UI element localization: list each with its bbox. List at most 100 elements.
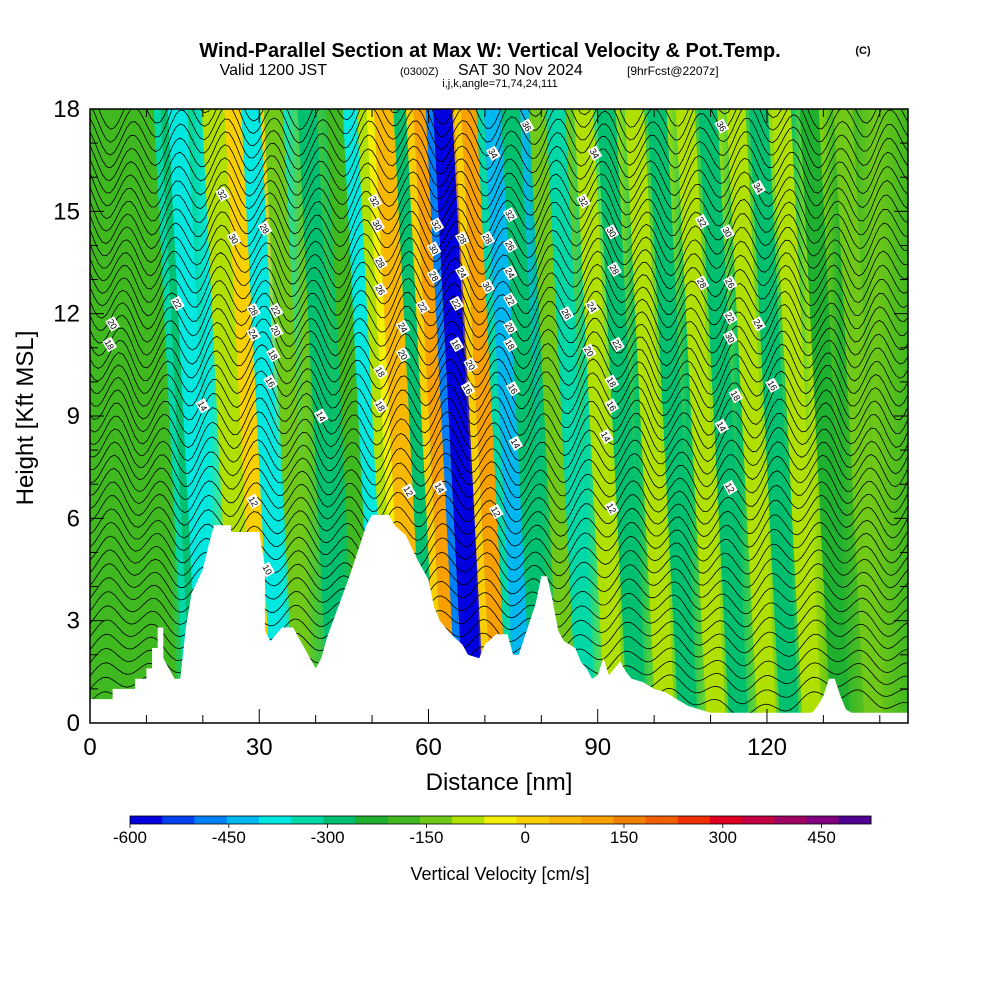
theta-contour-label: 22 — [502, 292, 518, 308]
x-tick-label: 90 — [584, 734, 611, 761]
svg-text:12: 12 — [723, 481, 737, 495]
theta-contour-label: 28 — [694, 275, 710, 291]
theta-contour — [98, 109, 877, 130]
colorbar-swatch — [194, 816, 228, 824]
svg-text:24: 24 — [503, 266, 517, 280]
svg-text:28: 28 — [258, 222, 272, 236]
svg-text:18: 18 — [266, 348, 280, 362]
theta-contour-label: 20 — [105, 316, 120, 332]
colorbar-swatch — [516, 816, 550, 824]
theta-contour — [90, 438, 908, 488]
y-tick-label: 12 — [53, 301, 80, 328]
y-tick-label: 0 — [67, 710, 80, 737]
colorbar-swatch — [548, 816, 582, 824]
velocity-band — [90, 309, 111, 723]
svg-text:12: 12 — [489, 505, 503, 519]
theta-contour — [90, 263, 908, 317]
colorbar-swatch — [677, 816, 711, 824]
colorbar-swatch — [581, 816, 614, 824]
svg-text:28: 28 — [373, 256, 387, 270]
theta-contour-label: 32 — [429, 217, 445, 233]
colorbar-swatch — [645, 816, 679, 824]
theta-contour-label: 12 — [604, 500, 620, 516]
theta-contour — [90, 480, 908, 526]
valid-time-line: Valid 1200 JST (0300Z) SAT 30 Nov 2024 [… — [220, 62, 719, 79]
svg-text:34: 34 — [751, 181, 765, 195]
svg-text:30: 30 — [723, 331, 737, 345]
theta-contour — [90, 211, 908, 264]
svg-text:22: 22 — [449, 297, 463, 311]
theta-contour-label: 30 — [604, 224, 620, 240]
svg-text:30: 30 — [605, 225, 619, 239]
svg-text:32: 32 — [576, 195, 590, 209]
chart-title: Wind-Parallel Section at Max W: Vertical… — [199, 40, 780, 62]
velocity-band — [698, 109, 749, 723]
theta-contour-label: 32 — [367, 193, 383, 209]
theta-contour-label: 14 — [714, 418, 730, 434]
svg-text:16: 16 — [449, 338, 463, 352]
theta-contour — [90, 277, 908, 330]
colorbar-tick-label: -300 — [311, 828, 345, 847]
svg-text:24: 24 — [585, 300, 599, 314]
theta-contour-label: 14 — [598, 428, 614, 445]
theta-contour-label: 22 — [415, 299, 431, 315]
theta-contour-label: 20 — [395, 346, 411, 363]
colorbar-swatch — [419, 816, 453, 824]
svg-text:18: 18 — [729, 389, 743, 403]
velocity-band — [94, 109, 145, 723]
velocity-band — [500, 109, 551, 723]
svg-text:20: 20 — [105, 317, 119, 331]
theta-contour-label: 28 — [426, 268, 442, 284]
theta-contour-label: 24 — [246, 326, 261, 342]
velocity-band — [675, 109, 726, 723]
y-tick-label: 15 — [53, 198, 80, 225]
svg-text:28: 28 — [246, 304, 260, 318]
theta-contour — [90, 197, 908, 250]
colorbar-swatch — [355, 816, 389, 824]
theta-contour — [90, 317, 908, 370]
theta-contour-label: 16 — [765, 377, 780, 393]
svg-text:28: 28 — [427, 270, 441, 284]
svg-text:16: 16 — [506, 382, 520, 396]
theta-contour-label: 30 — [370, 217, 386, 233]
svg-text:22: 22 — [269, 304, 283, 318]
theta-contour-label: 28 — [373, 254, 388, 271]
svg-text:12: 12 — [605, 502, 619, 516]
svg-text:18: 18 — [373, 399, 387, 413]
theta-contour-label: 18 — [502, 336, 518, 353]
theta-contour-label: 18 — [728, 387, 744, 404]
forecast-label: [9hrFcst@2207z] — [627, 64, 719, 78]
svg-text:14: 14 — [715, 420, 729, 434]
theta-contour-label: 26 — [373, 282, 388, 298]
theta-contour-label: 26 — [722, 275, 738, 291]
theta-contour — [90, 411, 908, 463]
x-tick-label: 30 — [246, 734, 273, 761]
theta-contour — [90, 357, 908, 409]
colorbar: -600 -450 -300 -150 0 150 300 450 — [113, 815, 872, 847]
velocity-band — [461, 109, 512, 723]
svg-text:24: 24 — [455, 266, 469, 280]
theta-contour — [90, 425, 908, 475]
y-tick-label: 3 — [67, 608, 80, 635]
svg-text:14: 14 — [196, 399, 210, 413]
velocity-band — [748, 109, 800, 723]
theta-contour-label: 36 — [714, 118, 730, 134]
indices-label: i,j,k,angle=71,74,24,111 — [442, 78, 558, 90]
svg-text:16: 16 — [263, 375, 277, 389]
theta-contour — [90, 224, 908, 277]
velocity-band — [833, 109, 884, 723]
svg-text:24: 24 — [396, 321, 410, 335]
svg-text:32: 32 — [430, 218, 444, 232]
theta-contour — [90, 170, 908, 223]
svg-text:20: 20 — [503, 321, 517, 335]
colorbar-swatch — [742, 816, 775, 824]
svg-text:22: 22 — [416, 300, 430, 314]
svg-text:20: 20 — [396, 348, 410, 362]
colorbar-label: Vertical Velocity [cm/s] — [410, 864, 589, 884]
theta-contour-label: 36 — [519, 118, 535, 134]
svg-text:24: 24 — [246, 328, 260, 342]
theta-contour-label: 14 — [313, 408, 329, 424]
theta-contour-label: 24 — [502, 265, 518, 281]
